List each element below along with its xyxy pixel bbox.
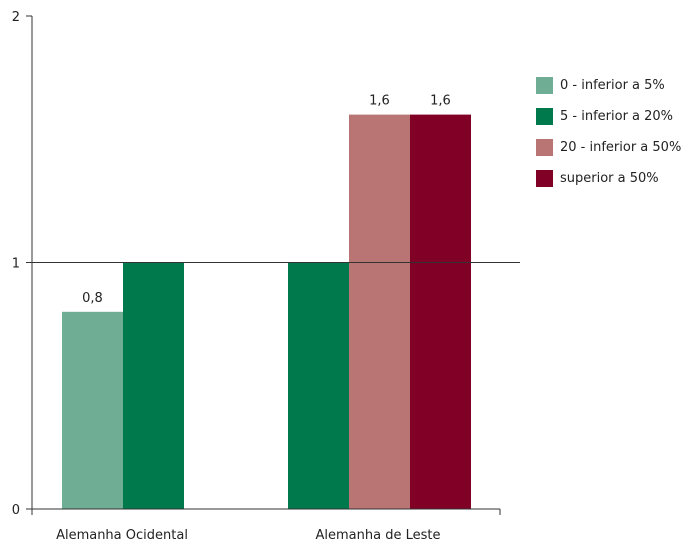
bar	[288, 262, 349, 509]
bar	[62, 311, 123, 509]
legend-swatch	[536, 169, 553, 187]
legend: 0 - inferior a 5% 5 - inferior a 20% 20 …	[536, 76, 692, 200]
y-tick-label: 2	[12, 10, 20, 25]
legend-swatch	[536, 76, 553, 94]
legend-label: 20 - inferior a 50%	[560, 139, 682, 155]
legend-label: 0 - inferior a 5%	[560, 77, 665, 93]
legend-item: 5 - inferior a 20%	[536, 107, 692, 125]
y-tick-label: 1	[12, 257, 20, 272]
legend-swatch	[536, 138, 553, 156]
legend-label: superior a 50%	[560, 170, 659, 186]
data-label: 1,6	[369, 94, 390, 109]
plot-area: 0,8 1,6 1,6 0 1 2 Alemanha Ocidental Alemanha d…	[12, 10, 520, 543]
y-tick-label: 0	[12, 503, 20, 518]
bar	[349, 114, 410, 509]
legend-item: superior a 50%	[536, 169, 692, 187]
data-label: 1,6	[430, 94, 451, 109]
legend-item: 20 - inferior a 50%	[536, 138, 692, 156]
legend-label: 5 - inferior a 20%	[560, 108, 674, 124]
legend-item: 0 - inferior a 5%	[536, 76, 692, 94]
bar	[123, 262, 184, 509]
data-label: 0,8	[82, 291, 103, 306]
x-category-label: Alemanha Ocidental	[56, 528, 188, 543]
legend-swatch	[536, 107, 553, 125]
bar	[410, 114, 471, 509]
x-category-label: Alemanha de Leste	[316, 528, 441, 543]
